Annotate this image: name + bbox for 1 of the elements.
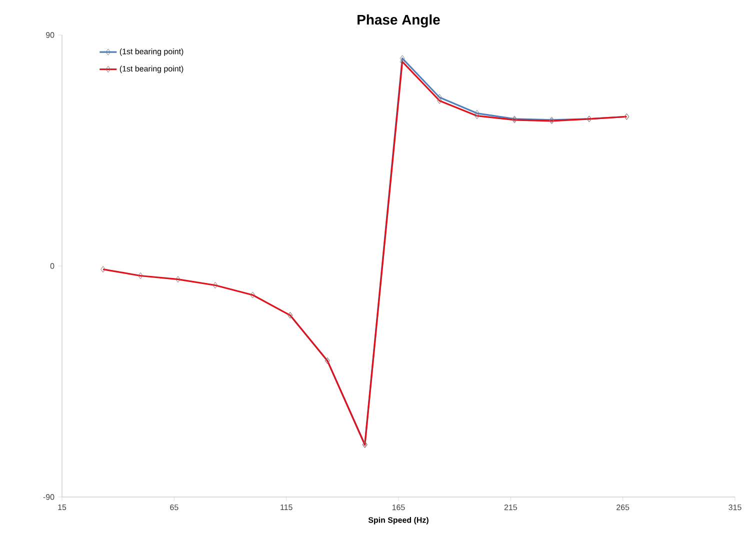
chart-title: Phase Angle — [358, 14, 440, 28]
